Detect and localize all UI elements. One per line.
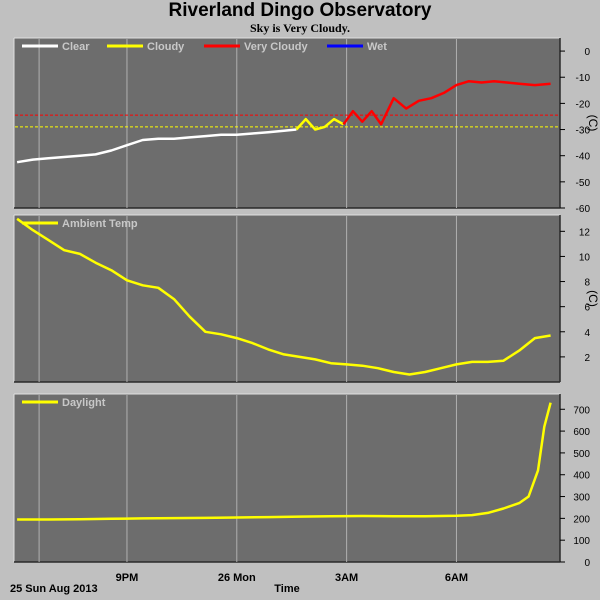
y-tick-label: 0 bbox=[584, 47, 590, 58]
x-tick-label: 3AM bbox=[335, 572, 358, 584]
y-tick-label: -40 bbox=[576, 152, 591, 163]
y-tick-label: 6 bbox=[584, 303, 590, 314]
y-tick-label: 600 bbox=[573, 427, 590, 438]
y-tick-label: -20 bbox=[576, 99, 591, 110]
x-tick-label: 9PM bbox=[116, 572, 139, 584]
y-tick-label: 0 bbox=[584, 558, 590, 569]
legend-label: Very Cloudy bbox=[244, 41, 308, 53]
y-tick-label: 400 bbox=[573, 471, 590, 482]
legend-label: Clear bbox=[62, 41, 90, 53]
y-tick-label: 500 bbox=[573, 449, 590, 460]
legend-label: Cloudy bbox=[147, 41, 185, 53]
y-tick-label: -60 bbox=[576, 204, 591, 215]
series-line-cloudy bbox=[295, 117, 345, 131]
panel-daylight bbox=[14, 394, 560, 562]
legend-label: Wet bbox=[367, 41, 387, 53]
series-line-clear bbox=[16, 128, 297, 164]
y-axis-unit-label: (C) bbox=[586, 290, 600, 307]
y-tick-label: 8 bbox=[584, 278, 590, 289]
y-axis-unit-label: (C) bbox=[586, 115, 600, 132]
y-tick-label: 10 bbox=[579, 252, 591, 263]
series-line-very-cloudy bbox=[342, 79, 551, 126]
y-tick-label: 200 bbox=[573, 514, 590, 525]
y-tick-label: -50 bbox=[576, 178, 591, 189]
chart-title: Riverland Dingo Observatory bbox=[168, 0, 432, 21]
y-tick-label: -30 bbox=[576, 126, 591, 137]
y-tick-label: 700 bbox=[573, 405, 590, 416]
panel-sky bbox=[14, 38, 560, 208]
y-tick-label: 100 bbox=[573, 536, 590, 547]
series-line-daylight bbox=[17, 402, 552, 521]
x-tick-label: 6AM bbox=[445, 572, 468, 584]
panel-ambient bbox=[14, 215, 560, 382]
x-tick-label: 26 Mon bbox=[218, 572, 256, 584]
series-line-ambient-temp bbox=[16, 217, 551, 376]
y-tick-label: 12 bbox=[579, 227, 591, 238]
y-tick-label: -10 bbox=[576, 73, 591, 84]
y-tick-label: 300 bbox=[573, 493, 590, 504]
y-tick-label: 2 bbox=[584, 353, 590, 364]
y-tick-label: 4 bbox=[584, 328, 590, 339]
sky-status-subtitle: Sky is Very Cloudy. bbox=[249, 21, 351, 35]
date-label: 25 Sun Aug 2013 bbox=[10, 583, 98, 595]
legend-label: Ambient Temp bbox=[62, 218, 138, 230]
legend-label: Daylight bbox=[62, 397, 106, 409]
